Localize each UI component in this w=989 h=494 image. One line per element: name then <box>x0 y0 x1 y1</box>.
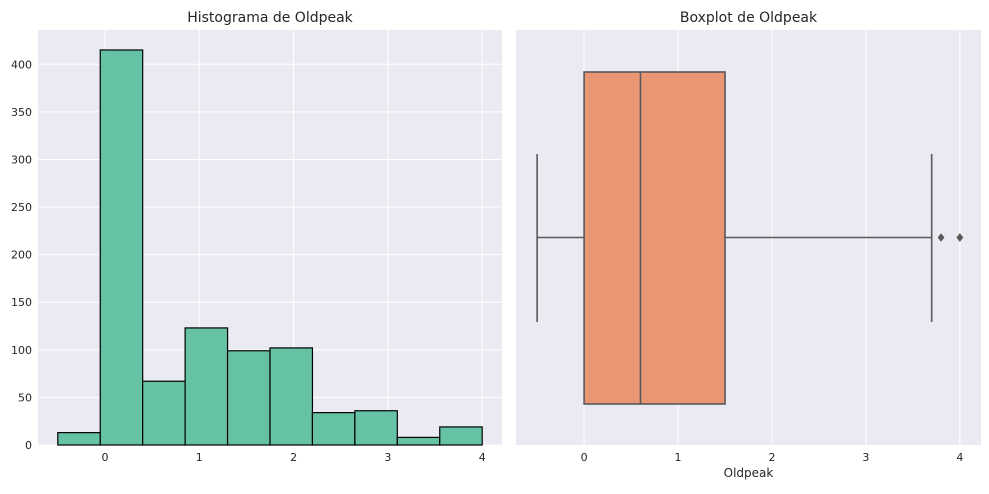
histogram-y-tick-label: 200 <box>11 249 32 262</box>
histogram-panel: 0 1 2 3 4 0 50 100 150 200 250 300 350 400 Histogram… <box>11 10 502 464</box>
histogram-bar <box>99 49 144 446</box>
histogram-bar <box>269 347 314 446</box>
histogram-bar <box>57 432 101 446</box>
histogram-x-tick-label: 2 <box>290 451 297 464</box>
boxplot-x-tick-label: 4 <box>956 451 963 464</box>
boxplot-x-axis-label: Oldpeak <box>724 466 774 480</box>
histogram-x-tick-label: 1 <box>196 451 203 464</box>
boxplot-x-ticks: 0 1 2 3 4 <box>581 451 964 464</box>
histogram-y-tick-label: 300 <box>11 153 32 166</box>
histogram-bar <box>354 410 398 446</box>
boxplot-outlier <box>956 233 964 242</box>
histogram-bar <box>439 426 483 446</box>
histogram-y-tick-label: 400 <box>11 58 32 71</box>
histogram-bar <box>311 412 356 446</box>
histogram-y-tick-label: 100 <box>11 344 32 357</box>
histogram-y-tick-label: 350 <box>11 106 32 119</box>
histogram-title: Histograma de Oldpeak <box>187 10 353 26</box>
histogram-bar <box>396 436 441 446</box>
histogram-bar <box>142 380 186 446</box>
histogram-bar <box>184 327 229 446</box>
boxplot-x-tick-label: 3 <box>862 451 869 464</box>
histogram-y-tick-label: 150 <box>11 296 32 309</box>
boxplot-x-tick-label: 0 <box>581 451 588 464</box>
boxplot-x-tick-label: 2 <box>768 451 775 464</box>
histogram-x-tick-label: 3 <box>384 451 391 464</box>
histogram-y-tick-label: 250 <box>11 201 32 214</box>
boxplot-marks <box>536 71 964 405</box>
boxplot-outlier <box>937 233 945 242</box>
histogram-bars <box>57 49 483 446</box>
histogram-y-tick-label: 0 <box>25 439 32 452</box>
boxplot-panel: 0 1 2 3 4 Boxplot de Oldpeak Oldpeak <box>516 10 981 480</box>
boxplot-box <box>583 71 726 405</box>
histogram-x-tick-label: 0 <box>101 451 108 464</box>
histogram-y-tick-label: 50 <box>18 391 32 404</box>
boxplot-title: Boxplot de Oldpeak <box>680 10 818 26</box>
histogram-x-tick-label: 4 <box>479 451 486 464</box>
boxplot-x-tick-label: 1 <box>675 451 682 464</box>
histogram-bar <box>226 350 271 446</box>
histogram-x-ticks: 0 1 2 3 4 <box>101 451 485 464</box>
histogram-y-ticks: 0 50 100 150 200 250 300 350 400 <box>11 58 32 452</box>
